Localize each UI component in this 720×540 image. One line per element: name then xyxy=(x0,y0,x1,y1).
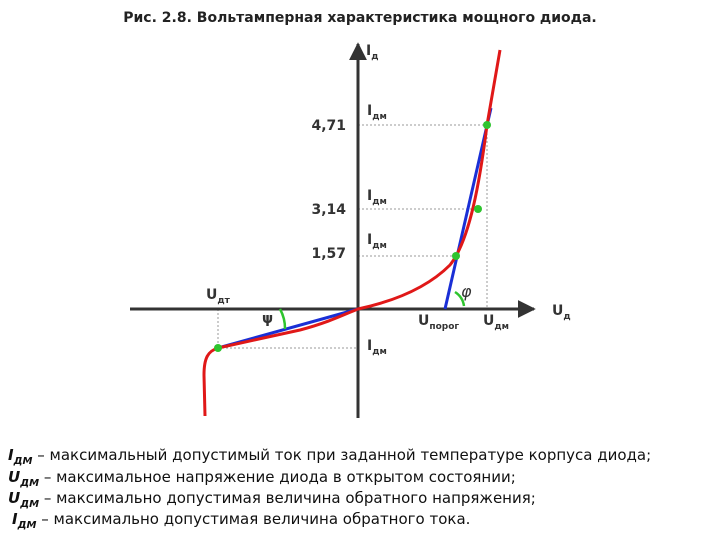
y-axis-label: Iд xyxy=(366,43,379,62)
points xyxy=(214,121,491,352)
label: φ xyxy=(461,282,472,301)
iv-curve xyxy=(202,49,502,417)
legend-line: IДМ – максимально допустимая величина об… xyxy=(12,510,470,531)
label: ψ xyxy=(262,311,273,327)
label: Iдм xyxy=(367,188,387,207)
tick-label: 3,14 xyxy=(311,202,346,218)
label: Uдм xyxy=(483,313,509,332)
label: Iдм xyxy=(367,338,387,357)
legend-line: UДМ – максимально допустимая величина об… xyxy=(8,489,536,510)
guides xyxy=(217,124,488,349)
x-axis-label: Uд xyxy=(552,303,571,322)
label: Uпорог xyxy=(418,313,459,332)
legend-line: IДМ – максимальный допустимый ток при за… xyxy=(8,446,651,467)
tick-label: 4,71 xyxy=(311,118,346,134)
legend-line: UДМ – максимальное напряжение диода в от… xyxy=(8,468,516,489)
label: Iдм xyxy=(367,232,387,251)
label: Iдм xyxy=(367,103,387,122)
angle-phi xyxy=(454,290,466,307)
tick-label: 1,57 xyxy=(311,246,346,262)
label: Uдт xyxy=(206,287,231,306)
title: Рис. 2.8. Вольтамперная характеристика м… xyxy=(123,10,597,26)
angle-psi xyxy=(278,308,287,330)
